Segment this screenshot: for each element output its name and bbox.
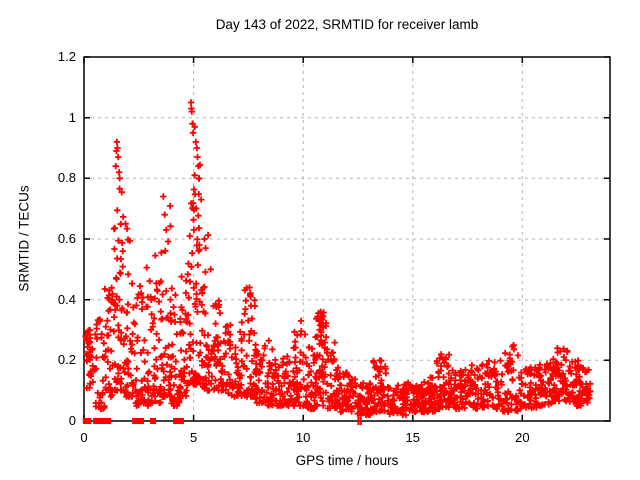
y-tick-label: 1.2	[57, 49, 76, 64]
x-tick-label: 20	[515, 430, 530, 445]
y-tick-label: 0	[68, 413, 76, 428]
y-tick-label: 0.6	[57, 231, 76, 246]
y-tick-label: 1	[68, 109, 76, 125]
y-tick-label: 0.4	[57, 291, 76, 307]
x-tick-label: 0	[80, 430, 88, 445]
chart-title: Day 143 of 2022, SRMTID for receiver lam…	[215, 17, 479, 32]
grid-lines	[84, 57, 610, 421]
zero-value-markers	[82, 417, 362, 425]
y-axis-label: SRMTID / TECUs	[16, 185, 32, 292]
x-tick-label: 5	[189, 430, 198, 445]
x-tick-label: 15	[405, 430, 420, 445]
x-axis-label: GPS time / hours	[295, 453, 399, 468]
scatter-points	[82, 99, 594, 419]
x-tick-label: 10	[295, 430, 311, 445]
y-tick-label: 0.8	[57, 170, 76, 186]
y-tick-label: 0.2	[57, 352, 76, 368]
